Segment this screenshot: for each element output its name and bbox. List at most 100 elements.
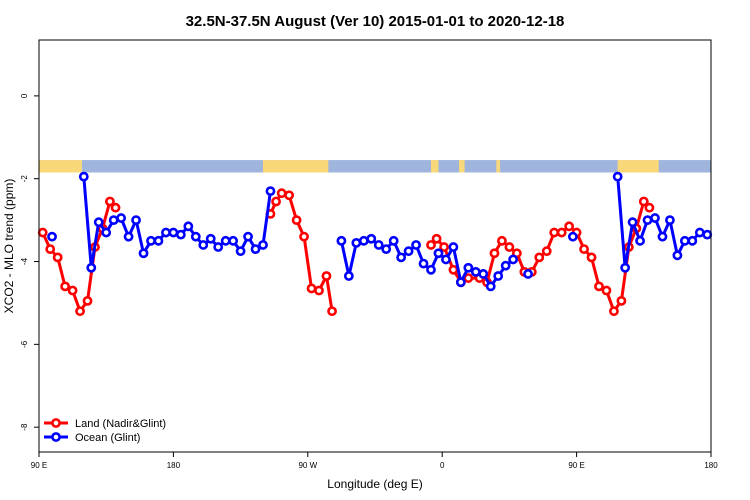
data-point xyxy=(612,171,623,182)
data-point xyxy=(687,235,698,246)
x-tick-label: 180 xyxy=(704,461,718,470)
data-point xyxy=(665,215,675,226)
data-point xyxy=(523,269,533,279)
data-point xyxy=(67,285,78,296)
data-point xyxy=(306,283,317,294)
data-point xyxy=(441,254,451,265)
series-line xyxy=(269,191,334,312)
data-point xyxy=(284,190,295,201)
data-point xyxy=(485,281,496,292)
data-point xyxy=(123,231,134,242)
land-strip-segment xyxy=(263,160,329,173)
legend-swatch-marker xyxy=(51,418,61,428)
data-point xyxy=(47,231,57,242)
data-point xyxy=(138,248,149,259)
data-point xyxy=(105,196,115,207)
data-point xyxy=(426,264,436,275)
data-point xyxy=(638,196,649,207)
data-point xyxy=(131,215,141,226)
y-tick-label: -6 xyxy=(20,340,29,348)
data-point xyxy=(455,277,466,288)
data-point xyxy=(448,242,459,252)
data-point xyxy=(373,240,384,250)
land-strip-segment xyxy=(617,160,659,173)
data-point xyxy=(343,271,354,281)
data-point xyxy=(463,262,474,273)
data-point xyxy=(411,240,421,250)
x-tick-label: 90 W xyxy=(298,461,317,470)
data-point xyxy=(426,240,436,250)
y-axis: 0 -2 -4 -6 -8 xyxy=(20,93,39,431)
legend-swatch-marker xyxy=(51,432,61,442)
data-point xyxy=(291,215,302,226)
data-point xyxy=(336,235,347,246)
data-point xyxy=(351,237,362,248)
legend-entry-label: Ocean (Glint) xyxy=(75,432,140,444)
chart-title: 32.5N-37.5N August (Ver 10) 2015-01-01 t… xyxy=(186,13,565,30)
data-point xyxy=(642,215,653,226)
x-tick-label: 180 xyxy=(167,461,181,470)
data-point xyxy=(403,246,414,257)
data-point xyxy=(45,244,56,255)
y-axis-label: XCO2 - MLO trend (ppm) xyxy=(2,179,16,314)
data-point xyxy=(265,186,276,197)
data-point xyxy=(564,221,575,232)
data-point xyxy=(60,281,71,292)
data-point xyxy=(672,250,683,261)
data-point xyxy=(299,231,309,242)
data-point xyxy=(702,229,713,240)
x-tick-label: 90 E xyxy=(568,461,584,470)
y-tick-label: 0 xyxy=(20,93,29,98)
data-point xyxy=(108,215,119,226)
data-point xyxy=(228,235,239,246)
land-strip-segment xyxy=(39,160,82,173)
data-point xyxy=(448,264,459,275)
data-point xyxy=(396,252,407,263)
data-point xyxy=(198,240,209,250)
land-strip-segment xyxy=(431,160,439,173)
data-point xyxy=(381,244,392,255)
data-point xyxy=(431,233,442,244)
data-point xyxy=(366,233,377,244)
data-point xyxy=(175,229,186,240)
plot-frame xyxy=(38,39,712,453)
data-point xyxy=(657,231,668,242)
data-point xyxy=(168,227,179,238)
data-point xyxy=(146,235,156,246)
data-point xyxy=(549,227,560,238)
data-point xyxy=(489,248,500,259)
data-point xyxy=(388,235,399,246)
ocean-strip xyxy=(39,160,711,173)
data-point xyxy=(500,260,511,271)
data-point xyxy=(82,295,93,306)
x-tick-label: 90 E xyxy=(31,461,47,470)
data-point xyxy=(694,227,705,238)
surface-strip xyxy=(39,160,711,173)
land-strip-segment xyxy=(496,160,501,173)
data-point xyxy=(321,271,332,281)
data-point xyxy=(433,248,444,259)
data-point xyxy=(75,306,85,317)
data-point xyxy=(161,227,171,238)
data-point xyxy=(478,269,489,279)
data-point xyxy=(213,242,224,252)
data-point xyxy=(609,306,619,317)
series-layer xyxy=(37,171,713,317)
data-point xyxy=(508,254,519,265)
data-point xyxy=(183,221,194,232)
data-point xyxy=(101,227,112,238)
y-tick-label: -8 xyxy=(20,423,29,431)
data-point xyxy=(635,235,645,246)
data-point xyxy=(243,231,253,242)
data-point xyxy=(78,171,89,182)
land-strip-segment xyxy=(459,160,465,173)
data-point xyxy=(644,202,655,213)
data-point xyxy=(258,240,268,250)
data-point xyxy=(627,217,638,228)
data-point xyxy=(220,235,231,246)
data-point xyxy=(439,242,449,252)
data-point xyxy=(271,196,281,207)
y-tick-label: -2 xyxy=(20,175,29,183)
data-point xyxy=(250,244,261,255)
